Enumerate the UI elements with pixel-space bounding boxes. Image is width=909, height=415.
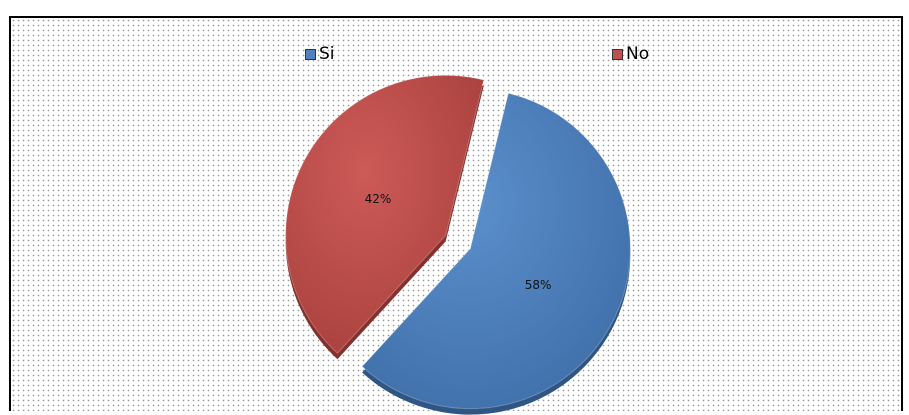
pie-slice-si xyxy=(361,92,631,410)
pie-slice-no xyxy=(285,74,485,354)
legend-label-si: Si xyxy=(319,44,335,64)
legend-item-si: Si xyxy=(305,44,335,64)
legend-swatch-si xyxy=(305,48,316,60)
legend-item-no: No xyxy=(612,44,649,64)
slice-label-no: 42% xyxy=(365,192,392,206)
legend-label-no: No xyxy=(626,44,650,64)
slice-label-si: 58% xyxy=(525,278,552,292)
legend-swatch-no xyxy=(612,48,623,60)
